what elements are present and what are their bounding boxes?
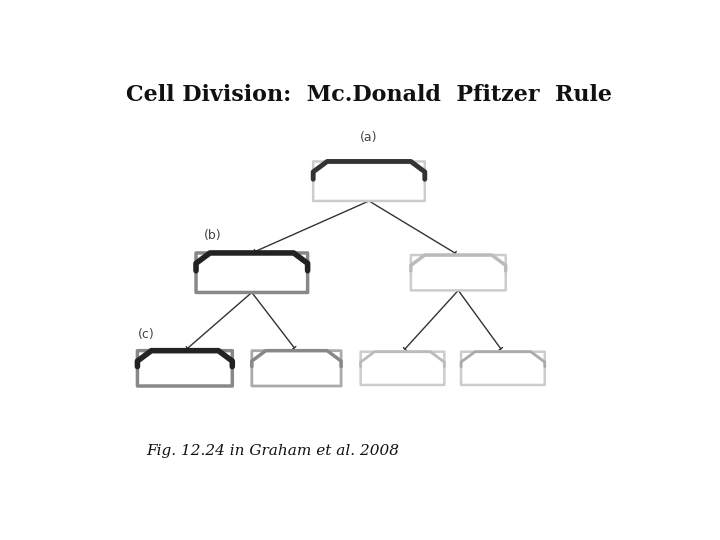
FancyBboxPatch shape	[313, 161, 425, 201]
Text: Cell Division:  Mc.Donald  Pfitzer  Rule: Cell Division: Mc.Donald Pfitzer Rule	[126, 84, 612, 105]
FancyBboxPatch shape	[138, 350, 233, 386]
Text: Fig. 12.24 in Graham et al. 2008: Fig. 12.24 in Graham et al. 2008	[145, 444, 399, 458]
FancyBboxPatch shape	[411, 255, 505, 291]
Text: (b): (b)	[204, 228, 222, 241]
Text: (c): (c)	[138, 328, 154, 341]
FancyBboxPatch shape	[361, 352, 444, 385]
Text: (a): (a)	[360, 131, 378, 144]
FancyBboxPatch shape	[461, 352, 545, 385]
FancyBboxPatch shape	[196, 253, 307, 293]
FancyBboxPatch shape	[252, 350, 341, 386]
